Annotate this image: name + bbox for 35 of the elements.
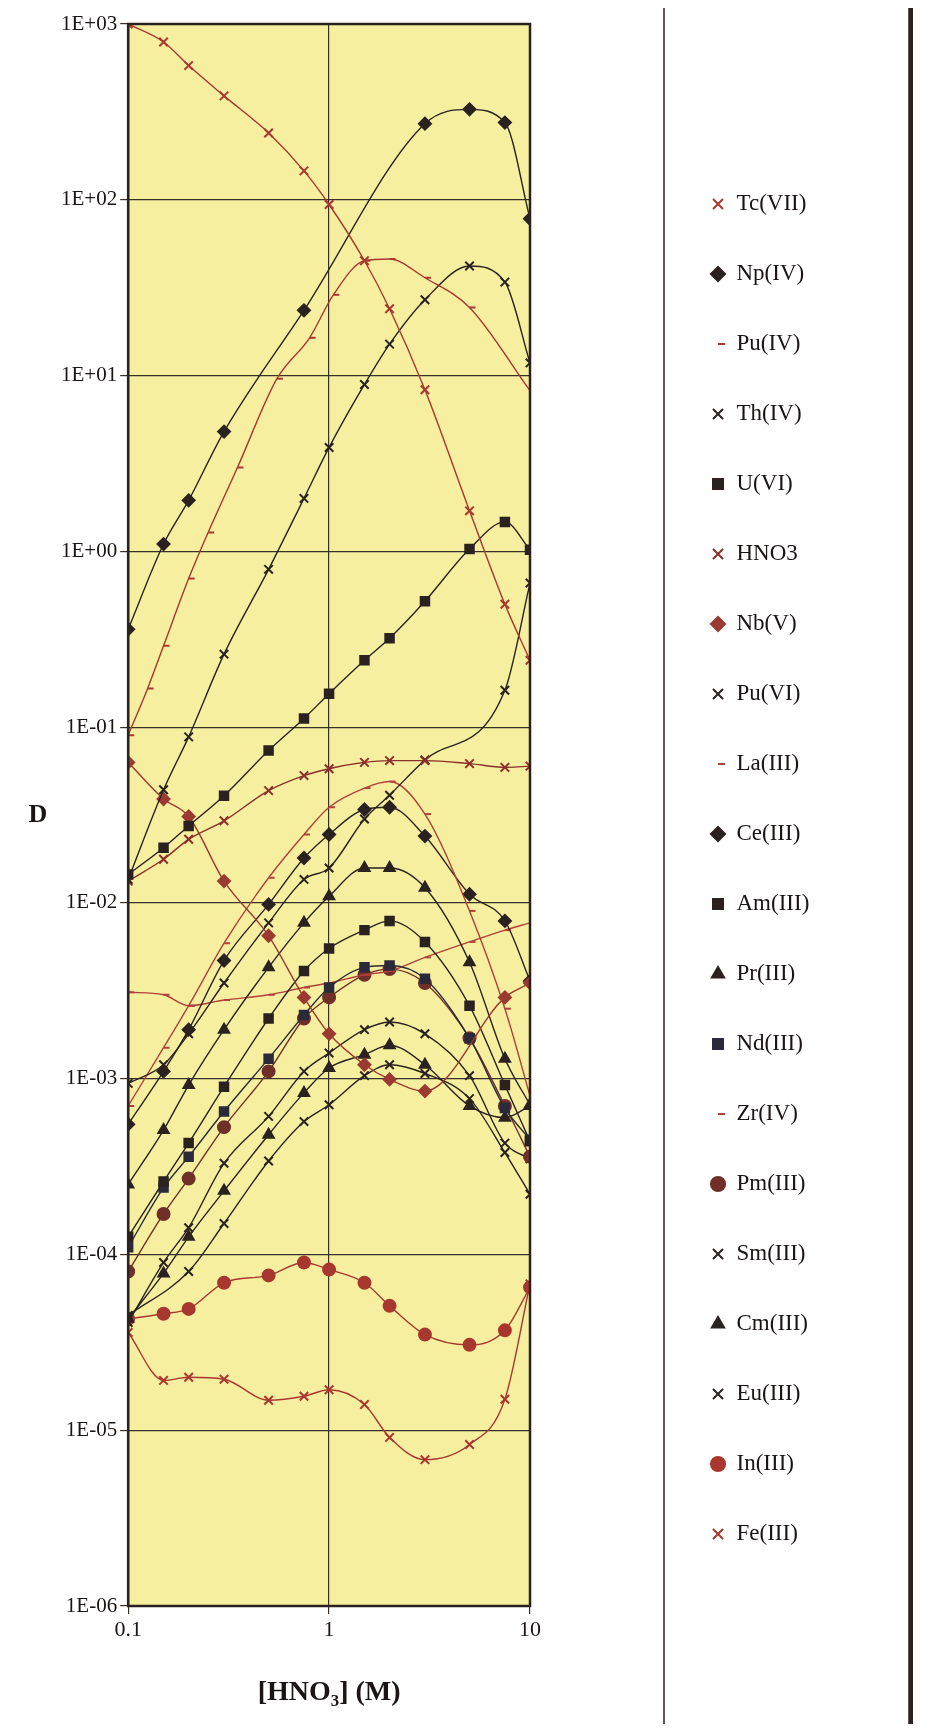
legend-label: Am(III): [736, 890, 810, 916]
y-tick-label: 1E+03: [61, 10, 118, 35]
legend-label: La(III): [736, 750, 800, 776]
x-axis-title: [HNO₃] (M): [257, 1675, 401, 1707]
legend-label: Sm(III): [736, 1240, 806, 1266]
x-tick-label: 10: [519, 1615, 541, 1641]
legend-label: HNO3: [736, 540, 798, 566]
y-tick-label: 1E-05: [65, 1416, 118, 1441]
y-tick-label: 1E+02: [61, 186, 118, 211]
y-tick-label: 1E-03: [65, 1065, 118, 1090]
legend-label: Ce(III): [736, 820, 801, 846]
legend-label: Np(IV): [736, 260, 805, 286]
legend-label: Eu(III): [736, 1380, 801, 1406]
y-tick-label: 1E-04: [65, 1240, 118, 1265]
legend-label: Nd(III): [736, 1030, 803, 1056]
legend-label: Pu(IV): [736, 330, 801, 356]
legend-label: Tc(VII): [736, 190, 807, 216]
y-tick-label: 1E-06: [65, 1592, 118, 1617]
y-tick-label: 1E-01: [65, 713, 118, 738]
legend-label: Fe(III): [736, 1520, 798, 1546]
legend-label: Pu(VI): [736, 680, 801, 706]
y-tick-label: 1E+00: [61, 537, 118, 562]
x-tick-label: 0.1: [114, 1615, 142, 1641]
legend-label: Cm(III): [736, 1310, 809, 1336]
legend-label: Th(IV): [736, 400, 802, 426]
legend-label: Pm(III): [736, 1170, 806, 1196]
y-tick-label: 1E+01: [61, 362, 118, 387]
y-axis-title: D: [28, 798, 48, 828]
legend-label: Nb(V): [736, 610, 797, 636]
y-tick-label: 1E-02: [65, 889, 118, 914]
legend-label: Pr(III): [736, 960, 796, 986]
x-tick-label: 1: [323, 1615, 335, 1641]
legend-label: Zr(IV): [736, 1100, 798, 1126]
legend-label: In(III): [736, 1450, 794, 1476]
legend-label: U(VI): [736, 470, 793, 496]
